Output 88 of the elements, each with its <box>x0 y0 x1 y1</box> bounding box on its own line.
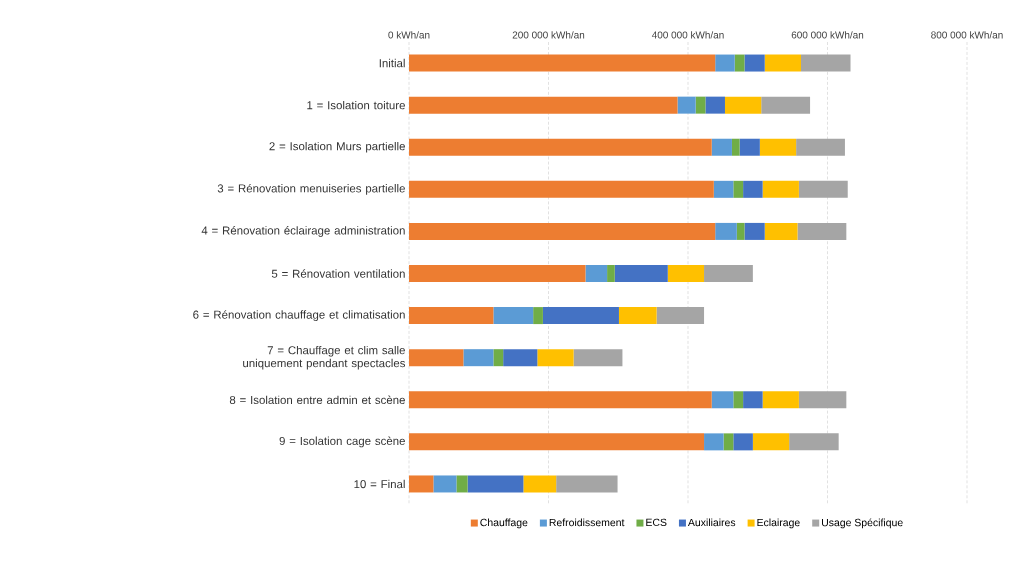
bar <box>711 391 734 409</box>
bar <box>409 349 464 367</box>
bar <box>761 96 811 114</box>
bar <box>723 433 734 451</box>
bar <box>762 391 799 409</box>
y-tick-label: 10 = Final <box>354 479 405 489</box>
bar <box>797 222 847 240</box>
bar <box>542 307 619 325</box>
bar <box>759 138 797 156</box>
bar <box>739 138 760 156</box>
legend-label: Eclairage <box>757 518 800 529</box>
bar <box>573 349 623 367</box>
bar <box>715 54 735 72</box>
bar <box>463 349 494 367</box>
bar <box>731 138 740 156</box>
bar <box>618 307 657 325</box>
bar <box>744 54 765 72</box>
bar <box>433 475 457 493</box>
bar <box>493 349 504 367</box>
bar <box>798 391 847 409</box>
bar <box>743 180 763 198</box>
bar <box>733 391 744 409</box>
bar <box>409 96 678 114</box>
bar <box>456 475 468 493</box>
bar <box>789 433 839 451</box>
bar <box>743 391 763 409</box>
bar <box>762 180 799 198</box>
bar <box>733 433 753 451</box>
bar <box>409 222 716 240</box>
bar <box>409 307 494 325</box>
bar <box>409 180 714 198</box>
bar <box>704 433 724 451</box>
bar <box>556 475 618 493</box>
x-tick-label: 800 000 kWh/an <box>931 31 1003 39</box>
bar <box>752 433 790 451</box>
bar <box>715 222 737 240</box>
bar <box>801 54 851 72</box>
y-tick-label: 6 = Rénovation chauffage et climatisation <box>193 310 405 321</box>
legend-label: Auxiliaires <box>687 518 736 527</box>
y-tick-label: 2 = Isolation Murs partielle <box>269 141 405 153</box>
y-tick-label: 7 = Chauffage et clim salle uniquement pendant spectacles <box>243 345 406 370</box>
bar <box>409 138 712 156</box>
x-tick-label: 400 000 kWh/an <box>651 31 724 39</box>
bar <box>711 138 732 156</box>
y-tick-label: 1 = Isolation toiture <box>307 100 405 110</box>
bar <box>409 265 586 282</box>
y-tick-label: 9 = Isolation cage scène <box>279 436 405 448</box>
bar <box>537 349 574 367</box>
bar <box>704 265 753 282</box>
legend-label: Usage Spécifique <box>822 518 903 529</box>
bar <box>705 96 725 114</box>
x-tick-label: 200 000 kWh/an <box>512 31 585 39</box>
bar <box>798 180 848 198</box>
bar <box>724 96 762 114</box>
legend-label: Refroidissement <box>549 518 625 527</box>
bar <box>677 96 696 114</box>
bar <box>409 54 716 72</box>
bar <box>409 433 705 451</box>
bar <box>713 180 734 198</box>
bar <box>796 138 845 156</box>
y-tick-label: 4 = Rénovation éclairage administration <box>201 226 405 237</box>
bar <box>764 54 801 72</box>
bar <box>467 475 524 493</box>
bar <box>523 475 557 493</box>
bar <box>734 54 745 72</box>
bar <box>585 265 608 282</box>
bar <box>533 307 543 325</box>
bar <box>744 222 765 240</box>
bar <box>409 475 434 493</box>
bar <box>607 265 615 282</box>
legend-label: Chauffage <box>480 518 528 529</box>
bar <box>409 391 712 409</box>
y-tick-label: 8 = Isolation entre admin et scène <box>229 395 405 405</box>
bar <box>695 96 706 114</box>
bar <box>667 265 705 282</box>
y-tick-label: Initial <box>379 58 405 68</box>
legend-label: ECS <box>646 518 667 527</box>
bar <box>764 222 798 240</box>
bar <box>493 307 534 325</box>
y-tick-label: 5 = Rénovation ventilation <box>271 269 405 278</box>
bar <box>656 307 705 325</box>
bar <box>733 180 744 198</box>
x-tick-label: 0 kWh/an <box>388 31 430 39</box>
bar <box>736 222 745 240</box>
bar <box>503 349 538 367</box>
x-tick-label: 600 000 kWh/an <box>791 31 864 39</box>
bar <box>614 265 668 282</box>
y-tick-label: 3 = Rénovation menuiseries partielle <box>217 183 405 195</box>
